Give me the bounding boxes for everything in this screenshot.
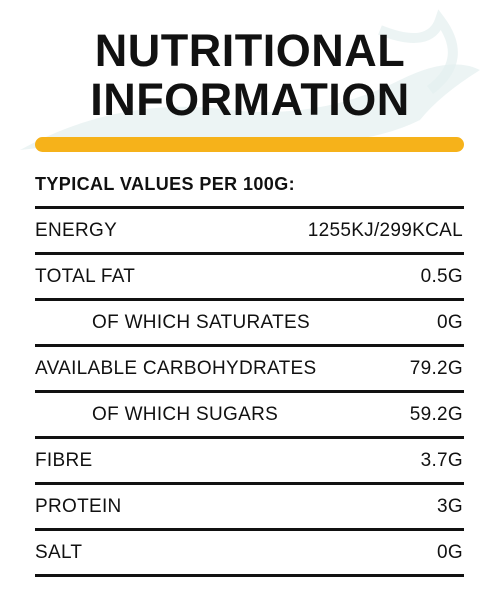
- row-value: 1255KJ/299KCAL: [307, 220, 463, 241]
- row-value: 79.2G: [409, 358, 463, 379]
- row-value: 3G: [437, 496, 463, 517]
- row-label: PROTEIN: [35, 496, 122, 517]
- row-label: OF WHICH SUGARS: [92, 404, 279, 425]
- title-line: INFORMATION: [90, 74, 410, 125]
- rule: [35, 252, 464, 255]
- title-line: NUTRITIONAL: [94, 25, 406, 76]
- row-label: TOTAL FAT: [35, 266, 136, 287]
- rule: [35, 574, 464, 577]
- row-value: 0G: [437, 312, 463, 333]
- row-value: 3.7G: [420, 450, 463, 471]
- rule: [35, 528, 464, 531]
- row-label: FIBRE: [35, 450, 93, 471]
- row-label: AVAILABLE CARBOHYDRATES: [35, 358, 317, 379]
- row-label: ENERGY: [35, 220, 118, 241]
- row-label: OF WHICH SATURATES: [92, 312, 310, 333]
- watermark: [20, 9, 480, 150]
- section-header: TYPICAL VALUES PER 100G:: [35, 174, 295, 194]
- row-label: SALT: [35, 542, 83, 563]
- rule: [35, 206, 464, 209]
- rule: [35, 344, 464, 347]
- rule: [35, 298, 464, 301]
- rule: [35, 436, 464, 439]
- row-value: 0G: [437, 542, 463, 563]
- rule: [35, 482, 464, 485]
- row-value: 59.2G: [409, 404, 463, 425]
- rule: [35, 390, 464, 393]
- accent-bar: [35, 137, 464, 152]
- row-value: 0.5G: [420, 266, 463, 287]
